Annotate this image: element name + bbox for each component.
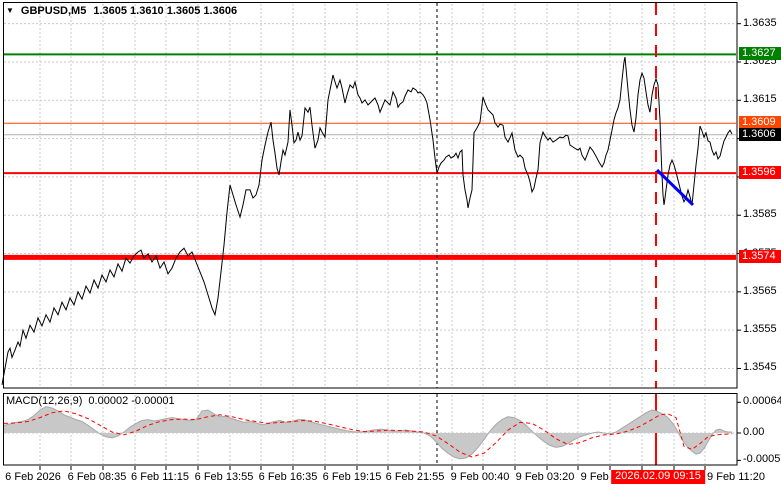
- macd-axis-label: 0.00064: [743, 395, 781, 408]
- trend-line[interactable]: [655, 168, 695, 206]
- time-axis-label: 6 Feb 11:15: [131, 471, 189, 483]
- macd-histogram-outline: [3, 406, 732, 460]
- price-level-badge-1.3574: 1.3574: [739, 250, 781, 264]
- current-time-badge: 2026.02.09 09:15: [611, 470, 705, 484]
- chart-title-bar: ▼ GBPUSD,M5 1.3605 1.3610 1.3605 1.3606: [6, 5, 237, 17]
- price-level-badge-1.3596: 1.3596: [739, 166, 781, 180]
- macd-signal-line: [3, 410, 733, 458]
- price-line: [1, 56, 733, 385]
- price-axis-label: 1.3635: [743, 16, 777, 29]
- time-axis-label: 6 Feb 19:15: [322, 471, 382, 483]
- main-panel-border: [3, 2, 738, 389]
- price-level-badge-1.3606: 1.3606: [739, 127, 781, 141]
- time-axis-label: 9 Feb 11:20: [707, 471, 765, 483]
- symbol-period-label: GBPUSD,M5: [20, 5, 87, 17]
- time-axis-label: 9 Feb 00:40: [450, 471, 510, 483]
- time-axis-label: 9 Feb 03:20: [515, 471, 575, 483]
- symbol-dropdown-icon[interactable]: ▼: [6, 6, 14, 15]
- macd-axis-label: 0.00: [743, 426, 765, 438]
- time-axis-label: 6 Feb 21:55: [385, 471, 445, 483]
- price-axis-label: 1.3615: [743, 93, 777, 106]
- macd-panel-border: [3, 393, 738, 466]
- time-axis-label: 6 Feb 08:35: [67, 471, 127, 483]
- price-axis-label: 1.3545: [743, 361, 777, 374]
- macd-histogram: [4, 406, 732, 459]
- price-axis-label: 1.3565: [743, 284, 777, 297]
- price-level-badge-1.3627: 1.3627: [739, 47, 781, 61]
- time-axis-label: 6 Feb 13:55: [194, 471, 254, 483]
- macd-indicator-label: MACD(12,26,9) 0.00002 -0.00001: [6, 395, 175, 407]
- time-axis-label: 6 Feb 16:35: [258, 471, 318, 483]
- price-axis-label: 1.3585: [743, 208, 777, 221]
- price-level-badge-1.3609: 1.3609: [739, 116, 781, 130]
- time-axis-label: 6 Feb 2026: [5, 471, 61, 483]
- price-axis-label: 1.3555: [743, 323, 777, 336]
- macd-name-label: MACD(12,26,9): [6, 395, 83, 407]
- macd-values-label: 0.00002 -0.00001: [88, 395, 175, 407]
- ohlc-quote-readout: 1.3605 1.3610 1.3605 1.3606: [93, 5, 238, 17]
- macd-axis-label: -0.00057: [743, 453, 781, 466]
